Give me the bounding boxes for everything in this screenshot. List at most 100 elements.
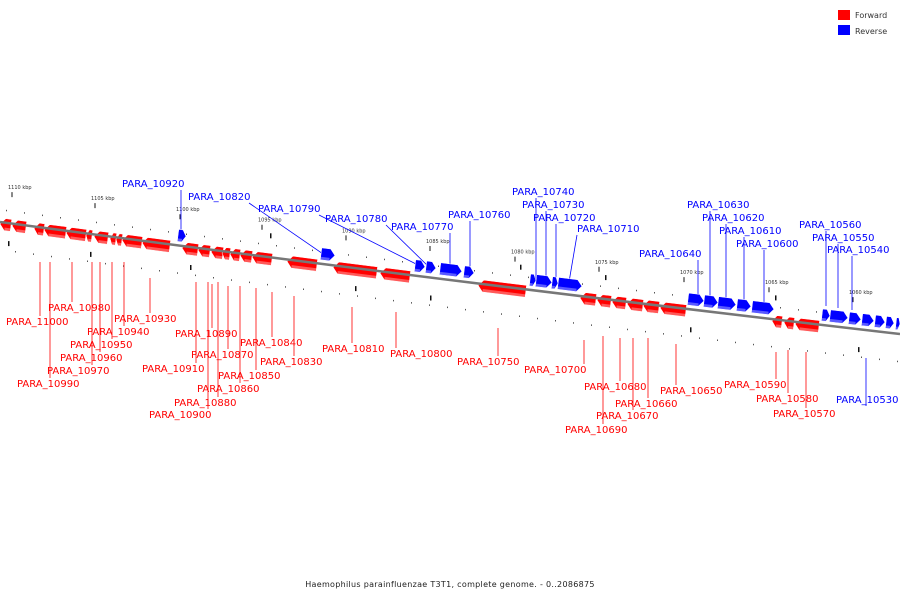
position-dot [141, 267, 142, 270]
reverse-gene [703, 294, 719, 309]
forward-gene [239, 249, 253, 264]
position-dot [168, 231, 169, 233]
legend-reverse-label: Reverse [855, 27, 887, 36]
position-dot [321, 290, 322, 293]
reverse-gene [848, 311, 862, 326]
position-dot [132, 226, 133, 228]
forward-gene-label: PARA_10650 [660, 386, 722, 397]
legend-reverse-swatch [838, 25, 850, 35]
forward-gene-label: PARA_10930 [114, 314, 176, 325]
forward-gene-label: PARA_10960 [60, 353, 122, 364]
position-dot [60, 217, 61, 219]
position-dots [6, 209, 898, 363]
minor-tick [605, 275, 607, 281]
forward-gene-label: PARA_10840 [240, 338, 302, 349]
forward-gene-label: PARA_10580 [756, 394, 818, 405]
kbp-tick-label: 1090 kbp [342, 228, 366, 234]
minor-tick [690, 327, 692, 333]
position-dot [51, 255, 52, 258]
reverse-gene-label: PARA_10560 [799, 220, 861, 231]
position-dot [771, 345, 772, 348]
kbp-ticks: 1110 kbp 1105 kbp 1100 kbp 1095 kbp 1090 kbp… [8, 185, 873, 353]
forward-gene-label: PARA_10990 [17, 379, 79, 390]
position-dot [123, 265, 124, 267]
position-dot [222, 238, 223, 240]
reverse-gene [885, 316, 895, 330]
forward-gene [579, 292, 597, 307]
position-dot [24, 212, 25, 214]
minor-tick [775, 295, 777, 301]
reverse-gene [551, 276, 559, 290]
position-dot [699, 337, 700, 339]
reverse-gene-label: PARA_10710 [577, 224, 639, 235]
forward-gene-label: PARA_10570 [773, 409, 835, 420]
position-dot [897, 360, 898, 363]
position-dot [825, 352, 826, 354]
reverse-gene-label-leader [248, 202, 327, 257]
forward-gene-label: PARA_10870 [191, 350, 253, 361]
position-dot [6, 209, 7, 212]
position-dot [861, 356, 862, 358]
minor-tick [430, 295, 432, 301]
forward-gene-label: PARA_10980 [48, 303, 110, 314]
position-dot [303, 288, 304, 290]
position-dot [654, 292, 655, 294]
position-dot [384, 258, 385, 261]
label-leaders [39, 190, 867, 424]
forward-gene-label: PARA_11000 [6, 317, 68, 328]
position-dot [492, 272, 493, 274]
reverse-gene [176, 229, 187, 243]
reverse-gene-label: PARA_10550 [812, 233, 874, 244]
position-dot [501, 313, 502, 315]
position-dot [231, 279, 232, 281]
position-dot [177, 272, 178, 274]
forward-gene-label: PARA_10750 [457, 357, 519, 368]
position-dot [789, 348, 790, 350]
reverse-gene-label: PARA_10720 [533, 213, 595, 224]
reverse-gene-label: PARA_10630 [687, 200, 749, 211]
position-dot [276, 245, 277, 247]
position-dot [780, 307, 781, 309]
forward-gene-label: PARA_10970 [47, 366, 109, 377]
position-dot [798, 309, 799, 311]
minor-tick [190, 265, 192, 270]
position-dot [582, 283, 583, 285]
kbp-tick-label: 1095 kbp [258, 218, 282, 224]
position-dot [600, 285, 601, 287]
kbp-tick-label: 1075 kbp [595, 260, 619, 266]
position-dot [429, 304, 430, 306]
reverse-gene [829, 309, 849, 324]
reverse-gene [557, 277, 583, 292]
position-dot [150, 228, 151, 231]
reverse-gene-label: PARA_10770 [391, 222, 453, 233]
position-dot [483, 311, 484, 313]
position-dot [195, 274, 196, 277]
reverse-gene [439, 262, 463, 278]
position-dot [69, 258, 70, 260]
reverse-gene-label: PARA_10820 [188, 192, 250, 203]
reverse-gene-label-leader [385, 224, 431, 269]
position-dot [735, 341, 736, 344]
reverse-gene [736, 298, 752, 313]
position-dot [645, 330, 646, 333]
kbp-tick-label: 1085 kbp [426, 239, 450, 245]
forward-gene [611, 296, 627, 310]
position-dot [618, 287, 619, 290]
position-dot [672, 294, 673, 296]
position-dot [537, 317, 538, 320]
position-dot [33, 253, 34, 255]
reverse-gene [425, 260, 437, 274]
minor-tick [270, 233, 272, 239]
forward-gene-label: PARA_10670 [596, 411, 658, 422]
forward-gene [197, 244, 212, 258]
reverse-gene-label: PARA_10610 [719, 226, 781, 237]
position-dot [312, 249, 313, 252]
reverse-gene-label: PARA_10780 [325, 214, 387, 225]
reverse-gene [414, 259, 426, 273]
forward-gene-label: PARA_10680 [584, 382, 646, 393]
reverse-gene-label: PARA_10600 [736, 239, 798, 250]
position-dot [510, 274, 511, 276]
position-dot [393, 299, 394, 302]
forward-gene-label: PARA_10690 [565, 425, 627, 436]
position-dot [96, 221, 97, 224]
